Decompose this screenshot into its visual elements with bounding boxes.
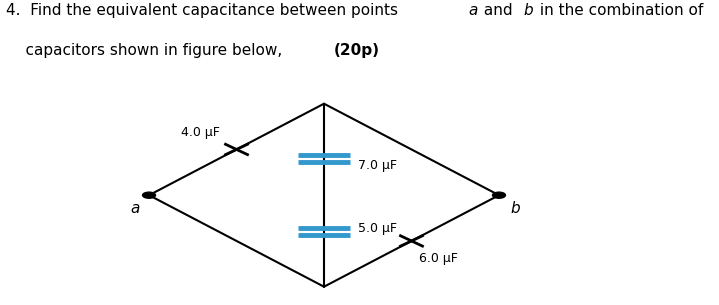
Text: a: a [130,201,139,217]
Text: in the combination of: in the combination of [535,3,703,18]
Text: and: and [479,3,518,18]
Text: 5.0 μF: 5.0 μF [358,222,397,235]
Circle shape [142,192,155,198]
Text: 4.  Find the equivalent capacitance between points: 4. Find the equivalent capacitance betwe… [6,3,403,18]
Text: 4.0 μF: 4.0 μF [181,126,220,139]
Text: 6.0 μF: 6.0 μF [419,252,458,265]
Text: (20p): (20p) [334,43,380,58]
Text: b: b [510,201,520,217]
Circle shape [493,192,505,198]
Text: capacitors shown in figure below,: capacitors shown in figure below, [6,43,288,58]
Text: b: b [523,3,533,18]
Text: 7.0 μF: 7.0 μF [358,159,397,172]
Text: a: a [468,3,477,18]
